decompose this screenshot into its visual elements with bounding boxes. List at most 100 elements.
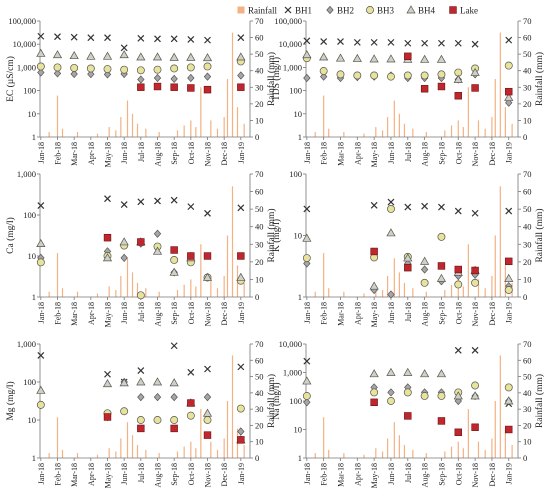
- rainfall-bar: [183, 446, 185, 458]
- x-tick-label: Oct-18: [187, 302, 196, 324]
- point-bh1: [237, 34, 245, 42]
- point-bh1: [303, 357, 311, 365]
- y-tick-label: 10,000: [279, 339, 302, 349]
- point-bh1: [370, 201, 378, 209]
- y2-tick-labels: 0 10 20 30 40 50 60 70: [250, 339, 264, 463]
- x-tick-label: Mar-18: [336, 463, 345, 487]
- x-tick-label: Oct-18: [454, 463, 463, 485]
- rainfall-bar: [131, 272, 134, 297]
- rainfall-bar: [136, 123, 139, 137]
- point-bh4: [504, 396, 514, 405]
- point-bh4: [152, 377, 163, 386]
- rainfall-bar: [226, 79, 229, 137]
- point-bh3: [170, 64, 179, 73]
- y2-tick-label: 50: [523, 204, 532, 214]
- y2-tick-labels: 0 10 20 30 40 50 60 70: [518, 339, 532, 463]
- point-bh1: [104, 34, 111, 42]
- point-lake: [505, 87, 513, 96]
- x-stroke: [404, 203, 412, 211]
- x-tick-labels: Jan-18 Feb-18 Mar-18 Apr-18 May-18 Jun-18 Jul-…: [37, 458, 246, 488]
- rainfall-bar: [96, 293, 99, 297]
- rainfall-bar: [96, 454, 99, 458]
- rainfall-bar: [176, 451, 179, 458]
- x-tick-label: Dec-18: [488, 142, 497, 166]
- point-bh2: [319, 72, 328, 81]
- x-tick-label: Feb-18: [320, 142, 329, 165]
- point-bh3: [103, 65, 112, 73]
- panel-4: 1 10 100 0 10 20 30 40 50 60 70 Jan-18 Feb-18 Mar-18 A…: [271, 169, 545, 327]
- rainfall-bar: [195, 286, 197, 297]
- point-bh4: [202, 272, 213, 281]
- point-bh3: [236, 404, 245, 413]
- series-bh3: [36, 57, 245, 75]
- point-bh4: [69, 50, 79, 60]
- point-bh1: [237, 363, 245, 371]
- rainfall-bar: [387, 438, 389, 458]
- point-lake: [471, 423, 479, 431]
- rainfall-bar: [136, 282, 139, 297]
- point-bh1: [454, 346, 462, 354]
- x-stroke: [421, 202, 429, 210]
- rainfall-bar: [412, 128, 414, 137]
- point-lake: [203, 85, 212, 94]
- rainfall-bar: [48, 132, 50, 137]
- rainfall-bar: [76, 291, 79, 297]
- y2-tick-labels: 0 10 20 30 40 50 60 70: [518, 169, 532, 302]
- point-bh2: [303, 398, 311, 407]
- point-lake: [170, 424, 178, 433]
- rainfall-bar: [398, 113, 400, 137]
- x-stroke: [170, 196, 178, 204]
- y2-tick-label: 0: [523, 292, 527, 302]
- point-bh1: [37, 352, 45, 359]
- x-stroke: [137, 198, 145, 206]
- rainfall-bar: [183, 284, 185, 297]
- rainfall-bar: [375, 127, 377, 137]
- rainfall-bar: [314, 132, 316, 137]
- x-stroke: [137, 367, 145, 374]
- point-bh4: [386, 367, 396, 376]
- x-stroke: [54, 33, 61, 41]
- series-bh4: [302, 228, 514, 290]
- rainfall-bar: [343, 291, 345, 297]
- rainfall-bar: [462, 448, 464, 458]
- y-tick-label: 100: [289, 169, 302, 179]
- x-tick-label: Jul-18: [404, 463, 413, 483]
- series-lake: [103, 399, 245, 444]
- x-stroke: [303, 357, 311, 365]
- rainfall-bar: [115, 289, 117, 297]
- rainfall-bar: [393, 100, 395, 137]
- x-tick-label: Mar-18: [70, 142, 79, 166]
- y2-tick-label: 60: [255, 355, 264, 365]
- rainfall-bar: [56, 417, 59, 458]
- rainfall-bars: [48, 186, 245, 297]
- x-stroke: [120, 44, 128, 52]
- rainfall-bar: [494, 235, 496, 297]
- x-tick-label: Dec-18: [220, 463, 229, 487]
- point-bh4: [386, 54, 396, 63]
- point-lake: [404, 263, 412, 272]
- x-stroke: [37, 352, 45, 359]
- rainfall-bar: [387, 117, 389, 137]
- point-bh4: [152, 52, 163, 61]
- rainfall-bar: [236, 107, 239, 137]
- legend-item-bh4: BH4: [406, 5, 436, 16]
- point-bh3: [504, 286, 513, 294]
- rainfall-bar: [210, 441, 212, 458]
- rainfall-bar: [120, 117, 122, 137]
- y-tick-label: 10: [28, 109, 37, 119]
- rainfall-bar: [108, 448, 110, 458]
- point-bh1: [471, 209, 479, 217]
- legend-marker-bh1: [284, 6, 292, 14]
- point-bh1: [505, 207, 513, 215]
- legend-marker-lake: [449, 6, 457, 14]
- legend-label: Lake: [460, 6, 478, 16]
- x-tick-label: Aug-18: [421, 302, 430, 326]
- x-tick-labels: Jan-18 Feb-18 Mar-18 Apr-18 May-18 Jun-18 Jul-…: [37, 137, 246, 167]
- y-tick-label: 100,000: [8, 16, 36, 26]
- rainfall-bar: [387, 275, 389, 297]
- point-lake: [137, 83, 145, 91]
- y2-tick-label: 0: [255, 132, 259, 142]
- x-tick-label: Jan-19: [505, 142, 514, 163]
- point-bh2: [137, 392, 145, 402]
- rainfall-bar: [491, 275, 493, 297]
